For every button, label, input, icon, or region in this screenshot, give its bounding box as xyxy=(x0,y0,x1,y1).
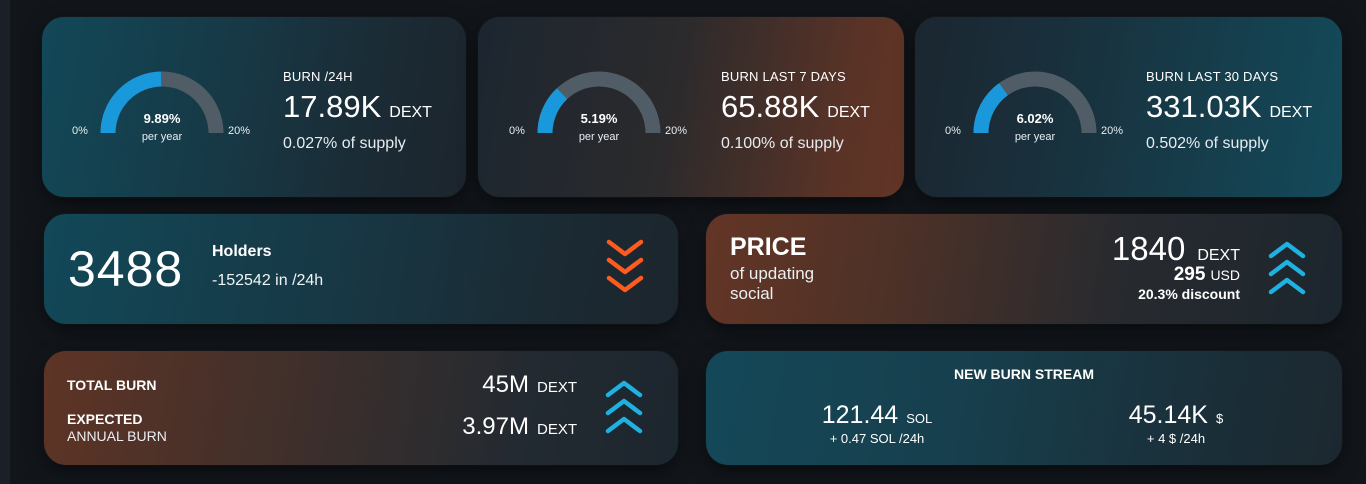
price-amount-value: 1840 xyxy=(1111,230,1186,267)
gauge-min: 0% xyxy=(72,125,88,137)
expected-sub: ANNUAL BURN xyxy=(67,428,167,444)
left-rail xyxy=(0,0,10,484)
price-usd-value: 295 xyxy=(1173,264,1206,285)
stream-title: NEW BURN STREAM xyxy=(954,366,1094,382)
stream-left-value: 121.44 SOL xyxy=(777,401,977,430)
burn-24h-card: 9.89% per year 0% 20% BURN /24H 17.89K DE… xyxy=(42,17,466,197)
burn-label: BURN /24H xyxy=(283,69,353,84)
burn-label: BURN LAST 30 DAYS xyxy=(1146,69,1279,84)
gauge-value: 5.19% xyxy=(580,111,618,126)
stream-left-amount: 121.44 xyxy=(821,401,899,429)
holders-card: 3488 Holders -152542 in /24h xyxy=(44,214,678,324)
chevron-triple-up-icon xyxy=(1267,240,1307,298)
gauge-sub: per year xyxy=(141,131,183,143)
burn-supply: 0.027% of supply xyxy=(283,135,406,152)
burn-amount: 65.88K DEXT xyxy=(721,89,870,125)
burn-amount-unit: DEXT xyxy=(827,104,870,121)
burn-gauge: 6.02% per year 0% 20% xyxy=(945,67,1131,167)
chevron-triple-down-icon xyxy=(605,238,645,296)
burn-7d-card: 5.19% per year 0% 20% BURN LAST 7 DAYS 6… xyxy=(478,17,904,197)
burn-30d-card: 6.02% per year 0% 20% BURN LAST 30 DAYS … xyxy=(915,17,1342,197)
burn-gauge: 5.19% per year 0% 20% xyxy=(509,67,695,167)
total-burn-amount: 45M xyxy=(482,371,529,398)
stream-left-unit: SOL xyxy=(906,411,933,426)
total-burn-value: 45M DEXT xyxy=(482,371,577,399)
price-values: 1840 DEXT 295 USD 20.3% discount xyxy=(1112,230,1240,302)
gauge-value: 6.02% xyxy=(1016,111,1054,126)
stream-right-unit: $ xyxy=(1216,411,1224,426)
burn-supply: 0.100% of supply xyxy=(721,135,844,152)
burn-amount: 17.89K DEXT xyxy=(283,89,432,125)
total-burn-unit: DEXT xyxy=(536,379,577,396)
price-usd-unit: USD xyxy=(1210,267,1240,283)
gauge-sub: per year xyxy=(1014,131,1056,143)
stream-right-change: + 4 $ /24h xyxy=(1146,431,1206,446)
chevron-triple-up-icon xyxy=(604,379,644,437)
gauge-max: 20% xyxy=(228,125,251,137)
gauge-value: 9.89% xyxy=(143,111,181,126)
burn-amount-value: 65.88K xyxy=(721,89,820,124)
burn-stream-card: NEW BURN STREAM 121.44 SOL + 0.47 SOL /24… xyxy=(706,351,1342,465)
gauge-arc xyxy=(973,71,1097,134)
gauge-max: 20% xyxy=(665,125,688,137)
stream-left-change: + 0.47 SOL /24h xyxy=(829,431,925,446)
burn-amount-value: 17.89K xyxy=(283,89,382,124)
burn-gauge: 9.89% per year 0% 20% xyxy=(72,67,258,167)
gauge-min: 0% xyxy=(509,125,525,137)
price-amount-unit: DEXT xyxy=(1197,247,1240,264)
price-subtitle-1: of updating xyxy=(730,264,815,283)
burn-amount: 331.03K DEXT xyxy=(1146,89,1312,125)
gauge-arc xyxy=(100,71,224,134)
holders-change: -152542 in /24h xyxy=(212,272,324,289)
expected-amount: 3.97M xyxy=(462,413,529,440)
price-usd: 295 USD xyxy=(1112,264,1240,286)
price-amount: 1840 DEXT xyxy=(1112,230,1240,268)
burn-amount-unit: DEXT xyxy=(1269,104,1313,121)
gauge-arc xyxy=(537,71,661,134)
stream-right-value: 45.14K $ xyxy=(1076,401,1276,430)
gauge-sub: per year xyxy=(578,131,620,143)
expected-value: 3.97M DEXT xyxy=(462,413,577,441)
price-subtitle-2: social xyxy=(730,284,774,303)
burn-supply: 0.502% of supply xyxy=(1146,135,1269,152)
holders-count: 3488 xyxy=(68,241,184,297)
price-discount: 20.3% discount xyxy=(1138,286,1240,302)
burn-amount-value: 331.03K xyxy=(1146,89,1262,124)
gauge-min: 0% xyxy=(945,125,961,137)
expected-unit: DEXT xyxy=(536,421,577,438)
expected-label: EXPECTED xyxy=(67,411,143,427)
total-burn-card: TOTAL BURN 45M DEXT EXPECTED ANNUAL BURN … xyxy=(44,351,678,465)
total-burn-label: TOTAL BURN xyxy=(67,377,157,393)
holders-label: Holders xyxy=(212,243,272,260)
price-card: PRICE of updating social 1840 DEXT 295 USD… xyxy=(706,214,1342,324)
burn-amount-unit: DEXT xyxy=(389,104,432,121)
price-title: PRICE xyxy=(730,233,807,261)
stream-right-amount: 45.14K xyxy=(1128,401,1208,429)
gauge-max: 20% xyxy=(1101,125,1124,137)
burn-label: BURN LAST 7 DAYS xyxy=(721,69,846,84)
